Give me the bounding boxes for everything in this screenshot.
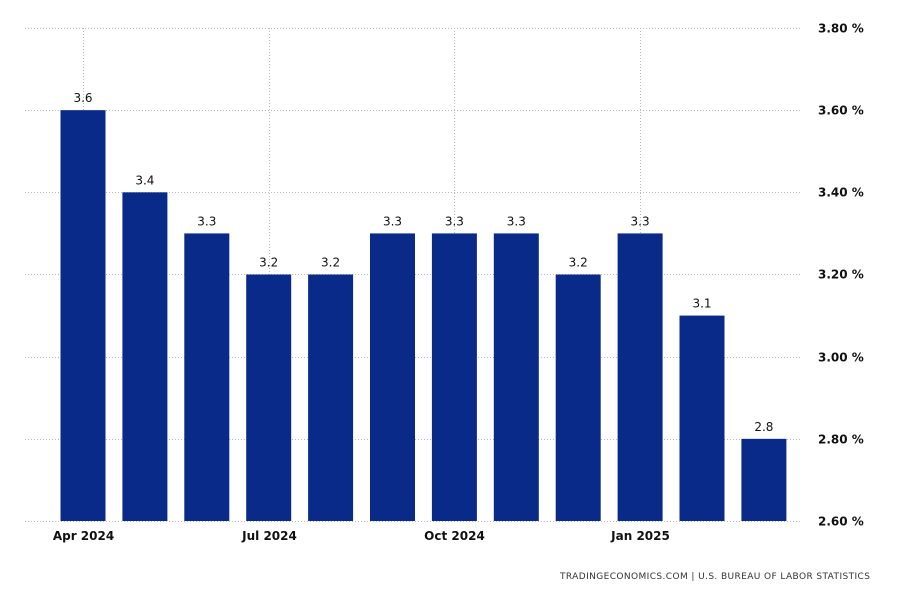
bar [246,274,292,521]
x-tick-label: Oct 2024 [424,529,485,543]
bar [122,192,168,522]
y-tick-label: 3.20 % [818,268,864,282]
y-tick-label: 3.40 % [818,186,864,200]
data-label: 3.3 [631,214,650,228]
data-label: 3.3 [507,214,526,228]
data-label: 3.3 [197,214,216,228]
data-label: 2.8 [754,420,773,434]
data-label: 3.4 [135,173,154,187]
bar [60,110,106,522]
bar [679,315,725,521]
data-label: 3.2 [259,256,278,270]
data-label: 3.6 [73,91,92,105]
data-label: 3.3 [383,214,402,228]
bar [308,274,354,521]
source-credit: TRADINGECONOMICS.COM | U.S. BUREAU OF LA… [560,572,871,582]
bar [741,438,787,521]
y-tick-label: 3.80 % [818,22,864,36]
bar [184,233,230,521]
x-tick-label: Apr 2024 [53,529,114,543]
bar [493,233,539,521]
y-tick-label: 3.60 % [818,104,864,118]
data-label: 3.2 [321,256,340,270]
data-labels: 3.6 3.4 3.3 3.2 3.2 3.3 3.3 3.3 3.2 3.3 3.1 2.8 [73,91,773,434]
y-axis: 2.60 % 2.80 % 3.00 % 3.20 % 3.40 % 3.60 % 3.80… [818,22,864,529]
bar [555,274,601,521]
bar [617,233,663,521]
y-tick-label: 2.80 % [818,433,864,447]
x-axis: Apr 2024 Jul 2024 Oct 2024 Jan 2025 [53,529,670,543]
y-tick-label: 3.00 % [818,351,864,365]
x-tick-label: Jan 2025 [610,529,670,543]
data-label: 3.1 [692,297,711,311]
x-tick-label: Jul 2024 [241,529,297,543]
bars [60,110,787,522]
bar [431,233,477,521]
y-tick-label: 2.60 % [818,515,864,529]
bar [370,233,415,521]
data-label: 3.3 [445,214,464,228]
data-label: 3.2 [569,256,588,270]
